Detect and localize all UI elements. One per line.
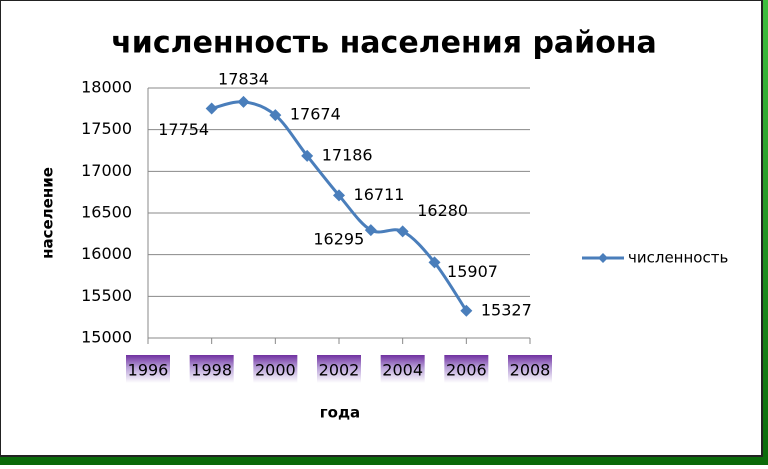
data-point bbox=[364, 224, 377, 237]
x-tick-label: 2004 bbox=[382, 361, 423, 380]
data-point bbox=[269, 109, 282, 122]
y-tick-label: 18000 bbox=[81, 78, 132, 97]
data-point bbox=[205, 102, 218, 115]
chart-area bbox=[0, 0, 763, 457]
x-tick-bg bbox=[508, 355, 552, 383]
data-label: 17834 bbox=[218, 69, 269, 88]
data-label: 16295 bbox=[313, 230, 364, 249]
x-tick-label: 2008 bbox=[510, 361, 551, 380]
chart-title: численность населения района bbox=[111, 26, 657, 61]
data-point bbox=[428, 256, 441, 269]
x-tick-label: 2006 bbox=[446, 361, 487, 380]
y-tick-label: 16500 bbox=[81, 203, 132, 222]
data-label: 17754 bbox=[158, 120, 209, 139]
y-tick-label: 17000 bbox=[81, 161, 132, 180]
legend-label: численность bbox=[628, 249, 728, 267]
data-label: 16280 bbox=[417, 201, 468, 220]
x-tick-label: 2000 bbox=[255, 361, 296, 380]
x-axis-label: года bbox=[320, 404, 360, 422]
data-point bbox=[301, 149, 314, 162]
x-tick-bg bbox=[189, 355, 234, 383]
x-tick-label: 1998 bbox=[191, 361, 232, 380]
y-tick-label: 15000 bbox=[81, 328, 132, 347]
y-axis-label: население bbox=[39, 167, 57, 259]
x-tick-bg bbox=[380, 355, 425, 383]
data-point bbox=[237, 95, 250, 108]
y-tick-label: 16000 bbox=[81, 244, 132, 263]
data-label: 17674 bbox=[290, 105, 341, 124]
data-label: 17186 bbox=[322, 145, 373, 164]
x-tick-bg bbox=[253, 355, 298, 383]
y-tick-label: 15500 bbox=[81, 286, 132, 305]
legend-marker bbox=[598, 253, 608, 263]
data-point bbox=[333, 189, 345, 202]
y-tick-label: 17500 bbox=[81, 119, 132, 138]
x-tick-bg bbox=[317, 355, 361, 383]
data-point bbox=[460, 304, 473, 317]
data-label: 15907 bbox=[447, 262, 498, 281]
data-point bbox=[396, 225, 409, 238]
x-tick-label: 1996 bbox=[128, 361, 169, 380]
x-tick-bg bbox=[444, 355, 489, 383]
x-tick-label: 2002 bbox=[319, 361, 360, 380]
data-label: 16711 bbox=[354, 185, 405, 204]
data-label: 15327 bbox=[481, 300, 532, 319]
x-tick-bg bbox=[126, 355, 170, 383]
